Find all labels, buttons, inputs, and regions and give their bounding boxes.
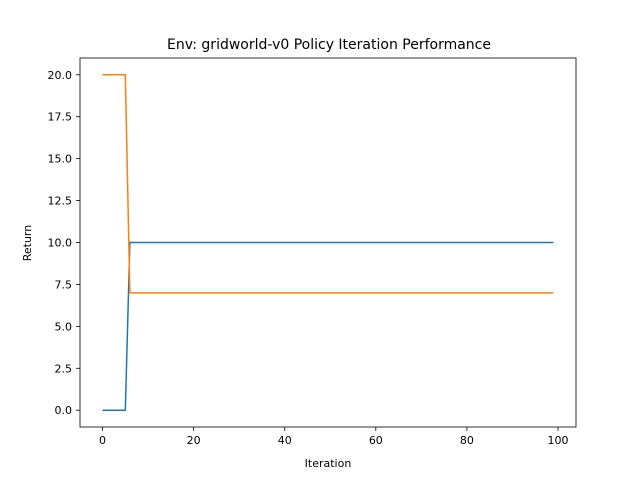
series-line-2 — [102, 74, 554, 294]
x-tick-label: 40 — [278, 434, 292, 447]
series-line-1 — [102, 241, 554, 411]
x-axis-label: Iteration — [305, 457, 352, 470]
y-tick-label: 7.5 — [55, 278, 73, 291]
y-tick-label: 15.0 — [48, 153, 73, 166]
y-tick-label: 12.5 — [48, 195, 73, 208]
axes: 0 20 40 60 80 100 0.0 2.5 5.0 7.5 10.0 12.5 15.0 17.5… — [48, 57, 577, 447]
y-axis-label: Return — [21, 225, 34, 262]
x-tick-label: 100 — [548, 434, 569, 447]
chart-title: Env: gridworld-v0 Policy Iteration Perfo… — [167, 37, 491, 53]
y-tick-label: 20.0 — [48, 69, 73, 82]
y-tick-label: 10.0 — [48, 237, 73, 250]
y-tick-label: 0.0 — [55, 404, 73, 417]
y-tick-label: 2.5 — [55, 362, 73, 375]
x-tick-label: 20 — [187, 434, 201, 447]
x-tick-label: 80 — [460, 434, 474, 447]
y-tick-label: 17.5 — [48, 111, 73, 124]
x-tick-label: 60 — [369, 434, 383, 447]
x-tick-label: 0 — [99, 434, 106, 447]
plot-lines — [102, 74, 554, 411]
y-tick-label: 5.0 — [55, 320, 73, 333]
